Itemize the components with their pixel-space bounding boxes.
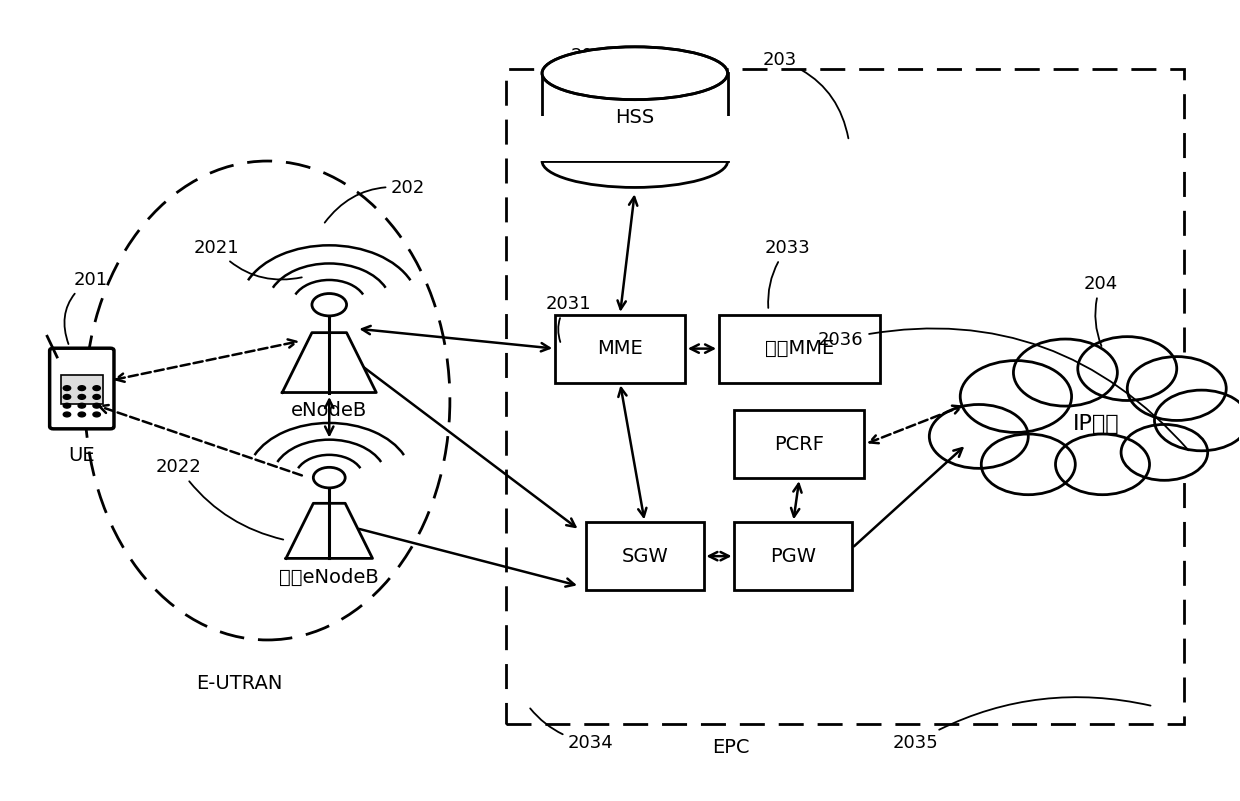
Circle shape bbox=[63, 412, 71, 417]
Circle shape bbox=[312, 293, 346, 316]
FancyBboxPatch shape bbox=[61, 375, 103, 404]
FancyBboxPatch shape bbox=[539, 115, 730, 161]
Polygon shape bbox=[286, 503, 372, 558]
Text: PGW: PGW bbox=[770, 546, 816, 566]
Text: 2031: 2031 bbox=[546, 295, 591, 342]
Text: HSS: HSS bbox=[615, 107, 655, 127]
Ellipse shape bbox=[542, 46, 728, 99]
Circle shape bbox=[93, 395, 100, 400]
FancyBboxPatch shape bbox=[542, 73, 728, 161]
Text: 2034: 2034 bbox=[531, 708, 614, 751]
Text: 201: 201 bbox=[64, 271, 108, 344]
Circle shape bbox=[1078, 336, 1177, 400]
Circle shape bbox=[63, 386, 71, 391]
Ellipse shape bbox=[542, 135, 728, 187]
Bar bbox=[506, 69, 1184, 724]
FancyBboxPatch shape bbox=[50, 348, 114, 429]
Text: 2022: 2022 bbox=[156, 458, 283, 540]
Polygon shape bbox=[283, 332, 376, 392]
Circle shape bbox=[63, 403, 71, 408]
FancyBboxPatch shape bbox=[556, 315, 684, 383]
Text: 其它MME: 其它MME bbox=[765, 339, 835, 358]
Text: 202: 202 bbox=[325, 179, 425, 223]
Circle shape bbox=[1013, 339, 1117, 406]
FancyBboxPatch shape bbox=[734, 410, 864, 478]
Text: eNodeB: eNodeB bbox=[291, 400, 367, 420]
Text: PCRF: PCRF bbox=[775, 435, 825, 454]
Text: EPC: EPC bbox=[713, 739, 750, 757]
Circle shape bbox=[314, 467, 345, 488]
Circle shape bbox=[78, 386, 86, 391]
Text: 2036: 2036 bbox=[818, 328, 1188, 450]
Circle shape bbox=[981, 434, 1075, 495]
Text: E-UTRAN: E-UTRAN bbox=[196, 674, 283, 694]
Circle shape bbox=[1154, 390, 1240, 451]
FancyBboxPatch shape bbox=[719, 315, 880, 383]
FancyBboxPatch shape bbox=[734, 522, 852, 590]
Text: IP业务: IP业务 bbox=[1073, 414, 1120, 434]
Circle shape bbox=[78, 412, 86, 417]
Circle shape bbox=[1121, 425, 1208, 481]
Text: SGW: SGW bbox=[621, 546, 668, 566]
Text: 203: 203 bbox=[763, 51, 848, 139]
Text: MME: MME bbox=[598, 339, 642, 358]
Text: UE: UE bbox=[68, 446, 95, 465]
Circle shape bbox=[63, 395, 71, 400]
Text: 其它eNodeB: 其它eNodeB bbox=[279, 568, 379, 587]
Circle shape bbox=[960, 360, 1071, 433]
Circle shape bbox=[78, 395, 86, 400]
FancyBboxPatch shape bbox=[587, 522, 703, 590]
Circle shape bbox=[1127, 356, 1226, 421]
Text: 2033: 2033 bbox=[765, 239, 811, 308]
Circle shape bbox=[93, 386, 100, 391]
Circle shape bbox=[93, 403, 100, 408]
Text: 2035: 2035 bbox=[893, 697, 1151, 751]
Text: 204: 204 bbox=[1084, 275, 1118, 346]
Text: 2021: 2021 bbox=[193, 239, 301, 280]
Circle shape bbox=[929, 405, 1028, 469]
Circle shape bbox=[93, 412, 100, 417]
Circle shape bbox=[1055, 434, 1149, 495]
Text: 2032: 2032 bbox=[570, 47, 616, 65]
Circle shape bbox=[78, 403, 86, 408]
